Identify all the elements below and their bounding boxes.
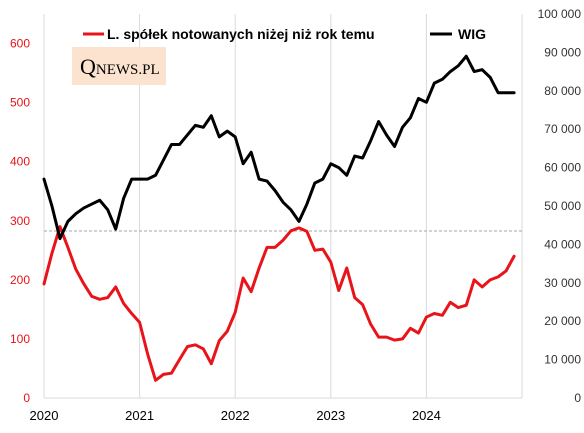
left-tick-label: 400 (10, 155, 30, 169)
logo-rest: NEWS.PL (96, 62, 160, 78)
right-tick-label: 90 000 (544, 45, 581, 59)
legend-label-series2: WIG (458, 26, 486, 42)
legend: L. spółek notowanych niżej niż rok temu … (83, 26, 486, 42)
left-tick-label: 600 (10, 37, 30, 51)
left-tick-label: 300 (10, 214, 30, 228)
right-tick-label: 30 000 (544, 276, 581, 290)
left-tick-label: 200 (10, 273, 30, 287)
logo-background (72, 47, 166, 85)
right-tick-label: 50 000 (544, 199, 581, 213)
left-tick-label: 100 (10, 332, 30, 346)
right-tick-label: 70 000 (544, 122, 581, 136)
right-tick-label: 40 000 (544, 237, 581, 251)
x-tick-label: 2024 (412, 408, 441, 423)
right-axis: 0 10 000 20 000 30 000 40 000 50 000 60 000 70 … (538, 7, 582, 405)
series-line-1 (42, 225, 516, 382)
qnews-logo: QNEWS.PL (72, 47, 166, 85)
right-tick-label: 20 000 (544, 314, 581, 328)
right-tick-label: 10 000 (544, 353, 581, 367)
left-tick-label: 500 (10, 96, 30, 110)
logo-big-letter: Q (80, 54, 96, 79)
logo-text: QNEWS.PL (80, 54, 160, 79)
x-tick-label: 2023 (316, 408, 345, 423)
legend-label-series1: L. spółek notowanych niżej niż rok temu (107, 26, 375, 42)
x-tick-label: 2021 (125, 408, 154, 423)
left-tick-label: 0 (23, 391, 30, 405)
right-tick-label: 80 000 (544, 84, 581, 98)
x-tick-label: 2020 (30, 408, 59, 423)
x-axis: 2020 2021 2022 2023 2024 (30, 408, 441, 423)
right-tick-label: 0 (574, 391, 581, 405)
x-tick-label: 2022 (221, 408, 250, 423)
left-axis: 0 100 200 300 400 500 600 (10, 37, 30, 405)
right-tick-label: 100 000 (538, 7, 582, 21)
series-lines (42, 54, 516, 382)
right-tick-label: 60 000 (544, 161, 581, 175)
series-line-2 (42, 54, 516, 241)
